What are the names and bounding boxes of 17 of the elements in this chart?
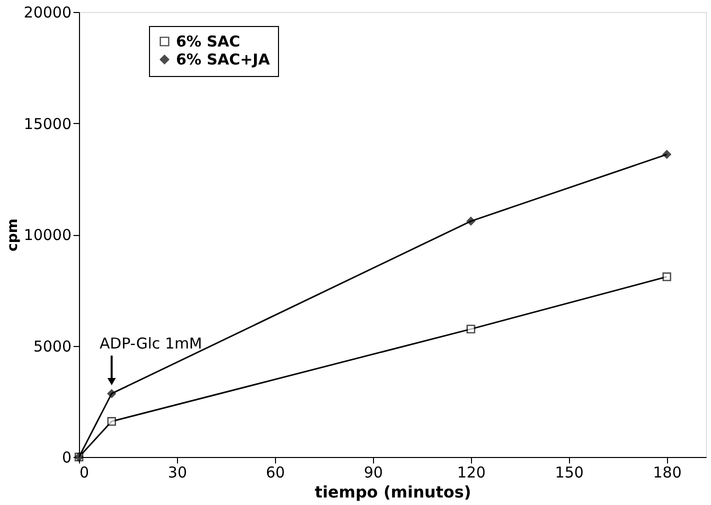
legend-label: 6% SAC [176, 32, 240, 50]
x-axis-title: tiempo (minutos) [314, 482, 472, 502]
y-tick-label: 20000 [24, 4, 72, 22]
legend-label: 6% SAC+JA [176, 50, 270, 68]
y-tick-label: 10000 [24, 226, 72, 244]
x-tick-label: 150 [555, 464, 584, 482]
y-tick-label: 0 [62, 448, 72, 466]
x-tick-label: 90 [364, 464, 383, 482]
annotation: ADP-Glc 1mM [100, 334, 202, 353]
x-tick-label: 30 [168, 464, 188, 482]
y-tick-label: 5000 [33, 337, 72, 356]
y-axis-title: cpm [4, 218, 21, 252]
x-tick-label: 0 [80, 464, 90, 482]
y-tick-label: 15000 [24, 114, 72, 133]
x-tick-label: 180 [652, 464, 682, 482]
x-tick-label: 60 [266, 464, 285, 482]
x-tick-label: 120 [457, 464, 486, 482]
